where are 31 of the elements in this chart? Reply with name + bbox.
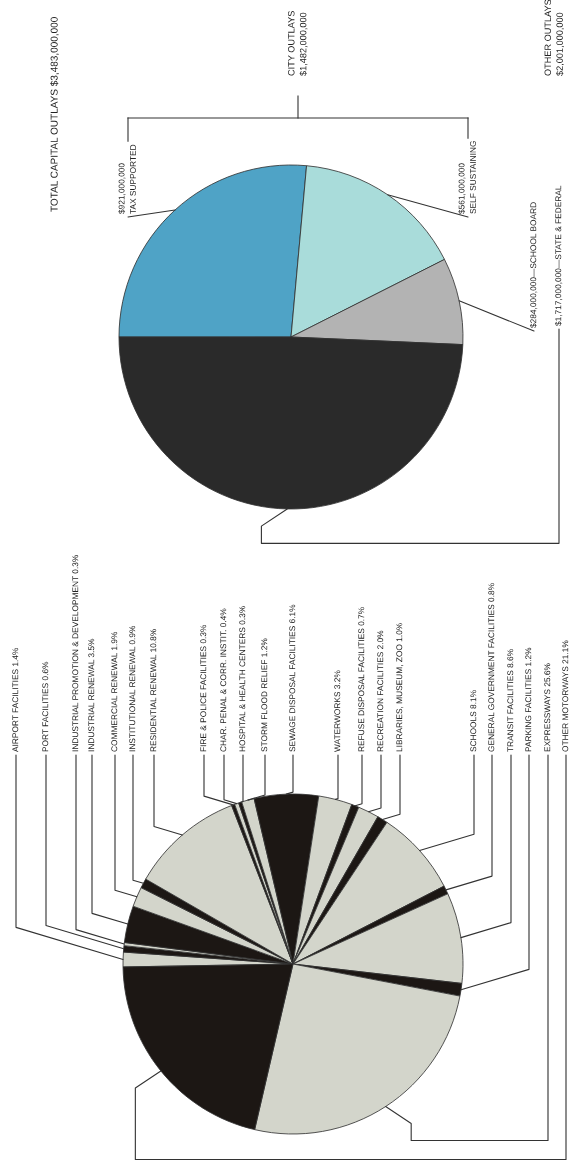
slice-label: FIRE & POLICE FACILITIES 0.3% [200,624,207,752]
slice-label: HOSPITAL & HEALTH CENTERS 0.3% [239,606,246,752]
slice-label: EXPRESSWAYS 25.6% [544,663,551,752]
slice-label: SELF SUSTAINING [470,141,476,214]
slice-label: STORM FLOOD RELIEF 1.2% [261,638,268,752]
chart-title: TOTAL CAPITAL OUTLAYS $3,483,000,000 [50,17,59,212]
data-label: $921,000,000 [118,163,126,214]
slice-label: OTHER MOTORWAYS 21.1% [562,640,569,752]
slice-label: $1,717,000,000—STATE & FEDERAL [554,185,563,326]
slice-label: INDUSTRIAL RENEWAL 3.5% [88,638,95,752]
slice-label: SEWAGE DISPOSAL FACILITIES 6.1% [289,604,296,752]
slice-label: INSTITUTIONAL RENEWAL 0.9% [129,625,136,752]
slice-label: WATERWORKS 3.2% [334,670,341,752]
slice-label: INDUSTRIAL PROMOTION & DEVELOPMENT 0.3% [72,555,79,752]
slice-label: PORT FACILITIES 0.6% [42,661,49,752]
slice-label: GENERAL GOVERNMENT FACILITIES 0.8% [488,583,495,752]
text: CITY OUTLAYS $1,482,000,000 [288,11,308,76]
slice-label: CHAR. PENAL & CORR. INSTIT. 0.4% [220,608,227,752]
data-label: $561,000,000 [458,163,466,214]
slice-label: REFUSE DISPOSAL FACILITIES 0.7% [358,607,365,752]
slice-label: COMMERCIAL RENEWAL 1.9% [111,631,118,752]
slice-label: AIRPORT FACILITIES 1.4% [12,647,19,752]
slice-label: PARKING FACILITIES 1.2% [525,647,532,752]
slice-label: TAX SUPPORTED [130,144,136,214]
slice-label: TRANSIT FACILITIES 8.6% [507,649,514,752]
slice-label: LIBRARIES, MUSEUM, ZOO 1.0% [396,623,404,752]
slice-label: RECREATION FACILITIES 2.0% [377,630,384,752]
slice-label: RESIDENTIAL RENEWAL 10.8% [150,629,157,752]
slice-label: SCHOOLS 8.1% [470,690,477,752]
text: OTHER OUTLAYS $2,001,000,000 [544,0,564,76]
slice-label: $284,000,000—SCHOOL BOARD [529,202,538,328]
